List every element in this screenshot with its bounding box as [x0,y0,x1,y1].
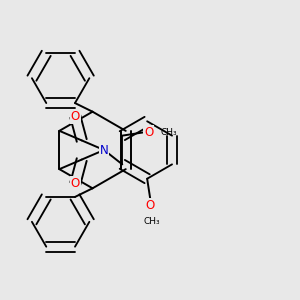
Text: O: O [146,200,155,212]
Text: O: O [71,177,80,190]
Text: O: O [71,110,80,123]
Text: N: N [100,143,108,157]
Text: O: O [144,126,153,139]
Text: CH₃: CH₃ [144,217,160,226]
Text: CH₃: CH₃ [160,128,177,137]
